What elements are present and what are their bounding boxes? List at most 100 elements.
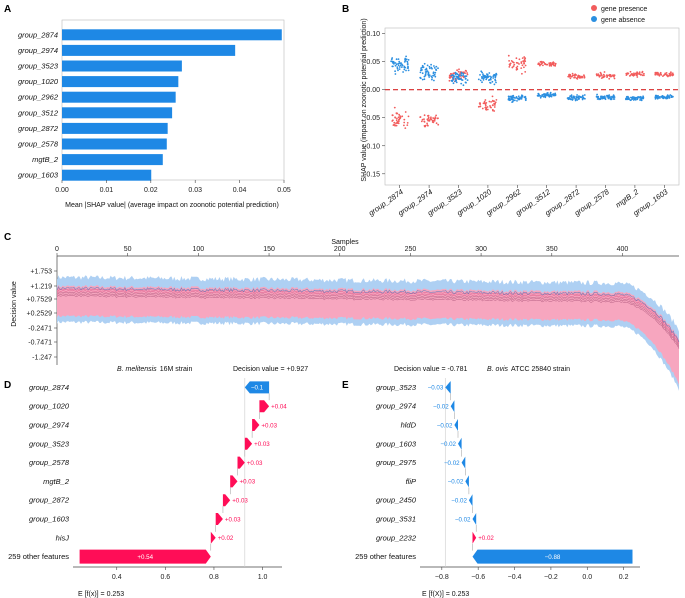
point-presence-group_1020-23 [492, 104, 494, 107]
point-presence-group_2578-18 [601, 74, 603, 77]
panel-e-waterfall: Decision value = -0.781 B. ovis ATCC 2584… [355, 366, 640, 598]
point-presence-group_1020-38 [489, 105, 491, 107]
point-absence-group_1020-22 [479, 74, 481, 76]
point-presence-group_2962-32 [518, 58, 521, 61]
point-absence-group_2874-8 [397, 69, 399, 72]
point-absence-group_3523-53 [452, 82, 455, 85]
panelE-feature-259-other-features: 259 other features [355, 552, 416, 561]
point-presence-group_2874-35 [391, 114, 394, 117]
point-absence-group_1020-43 [494, 78, 496, 81]
point-presence-group_1020-28 [493, 106, 496, 108]
point-presence-group_2974-19 [427, 114, 430, 117]
panelE-bar-group_2974 [450, 400, 455, 413]
point-absence-group_3512-54 [549, 92, 552, 95]
point-presence-group_2974-32 [431, 121, 434, 123]
point-absence-group_2962-46 [523, 96, 526, 99]
point-absence-group_2962-14 [515, 96, 518, 98]
panel-c-xtick-6: 300 [475, 246, 487, 253]
point-presence-group_3512-38 [554, 65, 557, 67]
point-absence-mgtB_2-47 [636, 96, 638, 99]
point-presence-group_2872-21 [575, 77, 578, 80]
point-absence-group_2874-18 [396, 66, 399, 68]
panelE-value-2: −0.02 [437, 422, 453, 429]
point-absence-group_2974-27 [435, 65, 438, 68]
point-absence-group_1603-47 [663, 95, 665, 98]
point-absence-group_2578-43 [606, 96, 609, 98]
point-absence-group_1020-49 [493, 83, 496, 86]
point-absence-group_2874-28 [397, 58, 400, 60]
point-absence-group_2874-45 [400, 62, 402, 65]
point-absence-group_3523-38 [460, 72, 463, 75]
panelE-bar-fliP [465, 475, 469, 488]
panel-c-ytick-3: +0.2529 [27, 311, 53, 318]
point-absence-group_2962-54 [524, 98, 527, 100]
point-absence-group_2974-30 [430, 63, 432, 66]
point-presence-group_2974-33 [430, 118, 433, 121]
point-presence-group_2874-28 [395, 122, 397, 125]
point-absence-group_2874-3 [398, 66, 401, 68]
panelD-value-6: +0.03 [232, 498, 248, 505]
point-presence-group_3523-31 [464, 69, 467, 72]
panel-a-bar-chart: Mean |SHAP value| (average impact on zoo… [18, 19, 291, 209]
point-presence-mgtB_2-26 [640, 73, 642, 76]
point-absence-group_2874-39 [390, 60, 392, 63]
point-absence-group_1020-31 [482, 77, 485, 80]
point-presence-group_2962-29 [508, 60, 510, 62]
point-absence-group_2974-45 [432, 71, 435, 74]
panelD-bar-group_2872 [222, 494, 231, 507]
point-presence-group_1603-20 [659, 73, 662, 75]
point-presence-group_2962-27 [521, 64, 524, 67]
point-absence-mgtB_2-53 [630, 96, 632, 99]
panelD-bar-mgtB_2 [230, 475, 238, 488]
point-presence-group_3512-33 [544, 63, 547, 65]
point-absence-group_2974-53 [426, 70, 429, 72]
point-presence-group_1020-13 [490, 106, 492, 109]
panelE-bar-group_3523 [445, 381, 451, 394]
panel-c-decision-line-1 [56, 289, 680, 345]
panel-a-ylabel-group_3523: group_3523 [18, 62, 59, 71]
point-presence-group_2874-26 [393, 121, 396, 124]
point-absence-group_2974-40 [419, 71, 422, 74]
point-absence-mgtB_2-46 [629, 99, 632, 102]
point-presence-group_3523-38 [466, 73, 469, 76]
point-presence-group_2962-31 [516, 62, 519, 64]
point-presence-group_2872-32 [568, 75, 571, 78]
point-absence-group_1020-52 [484, 76, 486, 79]
point-absence-group_2874-31 [397, 64, 400, 67]
point-presence-mgtB_2-27 [628, 75, 631, 77]
point-absence-group_3512-44 [537, 95, 540, 97]
point-presence-group_2974-25 [435, 114, 437, 117]
point-absence-group_1603-51 [671, 95, 674, 98]
point-presence-group_2974-35 [436, 117, 439, 120]
point-absence-group_1020-42 [487, 75, 489, 78]
panelD-feature-mgtB_2: mgtB_2 [43, 477, 70, 486]
point-presence-group_1020-14 [484, 99, 487, 101]
point-absence-group_2962-48 [514, 99, 516, 102]
point-presence-mgtB_2-39 [636, 74, 638, 77]
point-absence-group_2872-45 [583, 94, 586, 96]
point-presence-group_1020-41 [483, 102, 486, 105]
point-presence-group_2874-21 [406, 122, 409, 124]
point-presence-mgtB_2-40 [633, 72, 635, 75]
panelD-value-9: +0.54 [137, 554, 153, 561]
point-absence-group_2874-26 [394, 64, 397, 67]
panel-a-xtick-0: 0.00 [55, 187, 69, 194]
panelE-xtick-5: 0.2 [619, 574, 629, 581]
point-presence-group_3523-37 [448, 74, 451, 77]
point-presence-mgtB_2-34 [629, 70, 632, 73]
point-presence-group_1603-36 [668, 74, 671, 77]
point-presence-group_2962-9 [523, 56, 526, 58]
panelE-bar-group_3531 [472, 513, 477, 525]
point-absence-group_3523-43 [460, 74, 462, 76]
panel-c-decision-line-4 [56, 294, 680, 349]
point-absence-group_2962-51 [521, 95, 523, 97]
point-presence-group_2874-38 [403, 121, 406, 124]
point-absence-group_1603-42 [655, 94, 657, 97]
panelD-value-1: +0.04 [271, 404, 287, 411]
panel-d-title: B. melitensis 16M strain [117, 366, 192, 373]
point-absence-group_2962-10 [516, 97, 519, 100]
panel-a-ylabel-group_1020: group_1020 [18, 77, 59, 86]
panelE-xtick-2: −0.4 [508, 574, 522, 581]
point-presence-group_2874-41 [396, 121, 399, 123]
point-absence-group_1020-54 [493, 74, 496, 77]
